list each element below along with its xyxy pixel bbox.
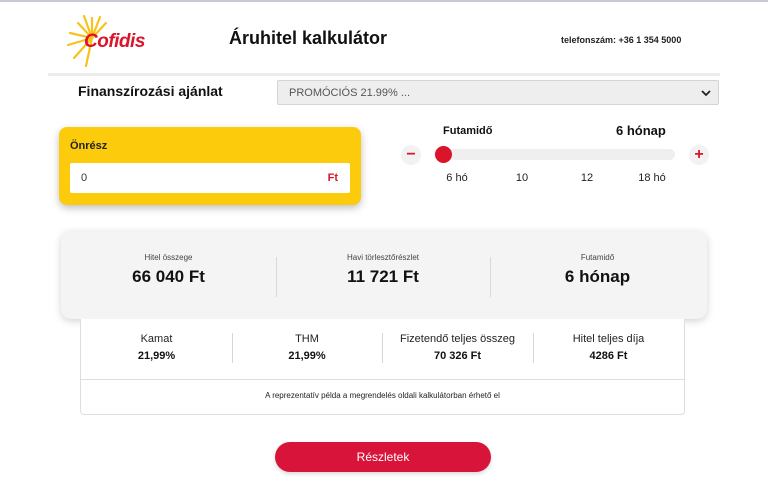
summary-loan-amount: Hitel összege 66 040 Ft bbox=[61, 231, 276, 319]
summary-label: Futamidő bbox=[580, 253, 615, 262]
summary-monthly-installment: Havi törlesztőrészlet 11 721 Ft bbox=[276, 231, 490, 319]
onresz-unit: Ft bbox=[327, 172, 338, 184]
detail-value: 70 326 Ft bbox=[433, 350, 482, 362]
summary-term: Futamidő 6 hónap bbox=[490, 231, 705, 319]
details-table: Kamat 21,99% THM 21,99% Fizetendő teljes… bbox=[80, 319, 685, 415]
detail-label: THM bbox=[295, 333, 319, 345]
detail-value: 21,99% bbox=[137, 350, 176, 362]
phone-number: telefonszám: +36 1 354 5000 bbox=[561, 35, 682, 45]
detail-value: 21,99% bbox=[288, 350, 326, 362]
term-tick: 6 hó bbox=[446, 172, 468, 184]
term-tick: 12 bbox=[580, 172, 594, 184]
cofidis-logo: Cofidis bbox=[62, 14, 148, 72]
summary-divider bbox=[490, 257, 491, 297]
summary-label: Hitel összege bbox=[144, 253, 193, 262]
detail-label: Fizetendő teljes összeg bbox=[400, 333, 515, 345]
term-decrease-button[interactable]: − bbox=[401, 145, 421, 165]
offer-label: Finanszírozási ajánlat bbox=[78, 83, 223, 99]
detail-total-payable: Fizetendő teljes összeg 70 326 Ft bbox=[382, 319, 533, 379]
summary-label: Havi törlesztőrészlet bbox=[346, 253, 420, 262]
term-tick: 10 bbox=[515, 172, 529, 184]
term-tick: 18 hó bbox=[638, 172, 666, 184]
summary-value: 66 040 Ft bbox=[132, 267, 205, 286]
onresz-value: 0 bbox=[81, 172, 88, 184]
onresz-card: Önrész 0 Ft bbox=[59, 127, 361, 205]
logo-text: Cofidis bbox=[84, 31, 145, 52]
detail-total-cost: Hitel teljes díja 4286 Ft bbox=[533, 319, 684, 379]
sun-rays-icon bbox=[66, 14, 108, 68]
detail-divider bbox=[232, 333, 233, 363]
detail-thm: THM 21,99% bbox=[232, 319, 382, 379]
term-slider-track[interactable] bbox=[434, 146, 675, 163]
summary-card: Hitel összege 66 040 Ft Havi törlesztőré… bbox=[61, 231, 707, 319]
chevron-down-icon bbox=[701, 90, 711, 97]
header-divider bbox=[48, 73, 720, 76]
detail-divider bbox=[533, 333, 534, 363]
offer-selected-value: PROMÓCIÓS 21.99% ... bbox=[289, 87, 411, 99]
onresz-label: Önrész bbox=[70, 140, 108, 152]
details-button[interactable]: Részletek bbox=[275, 442, 491, 472]
term-increase-button[interactable]: + bbox=[689, 145, 709, 165]
term-slider-thumb[interactable] bbox=[435, 146, 452, 163]
summary-value: 6 hónap bbox=[564, 267, 631, 286]
detail-divider bbox=[382, 333, 383, 363]
detail-interest: Kamat 21,99% bbox=[81, 319, 232, 379]
offer-select[interactable]: PROMÓCIÓS 21.99% ... bbox=[277, 80, 719, 105]
representative-note: A reprezentatív példa a megrendelés olda… bbox=[265, 391, 500, 400]
summary-divider bbox=[276, 257, 277, 297]
detail-value: 4286 Ft bbox=[589, 350, 628, 362]
onresz-input[interactable]: 0 Ft bbox=[70, 163, 350, 193]
page-title: Áruhitel kalkulátor bbox=[229, 28, 388, 48]
detail-label: Kamat bbox=[140, 333, 173, 345]
details-divider bbox=[81, 379, 684, 380]
term-value: 6 hónap bbox=[616, 123, 666, 138]
detail-label: Hitel teljes díja bbox=[572, 333, 645, 345]
term-label: Futamidő bbox=[443, 125, 493, 137]
summary-value: 11 721 Ft bbox=[347, 267, 419, 286]
